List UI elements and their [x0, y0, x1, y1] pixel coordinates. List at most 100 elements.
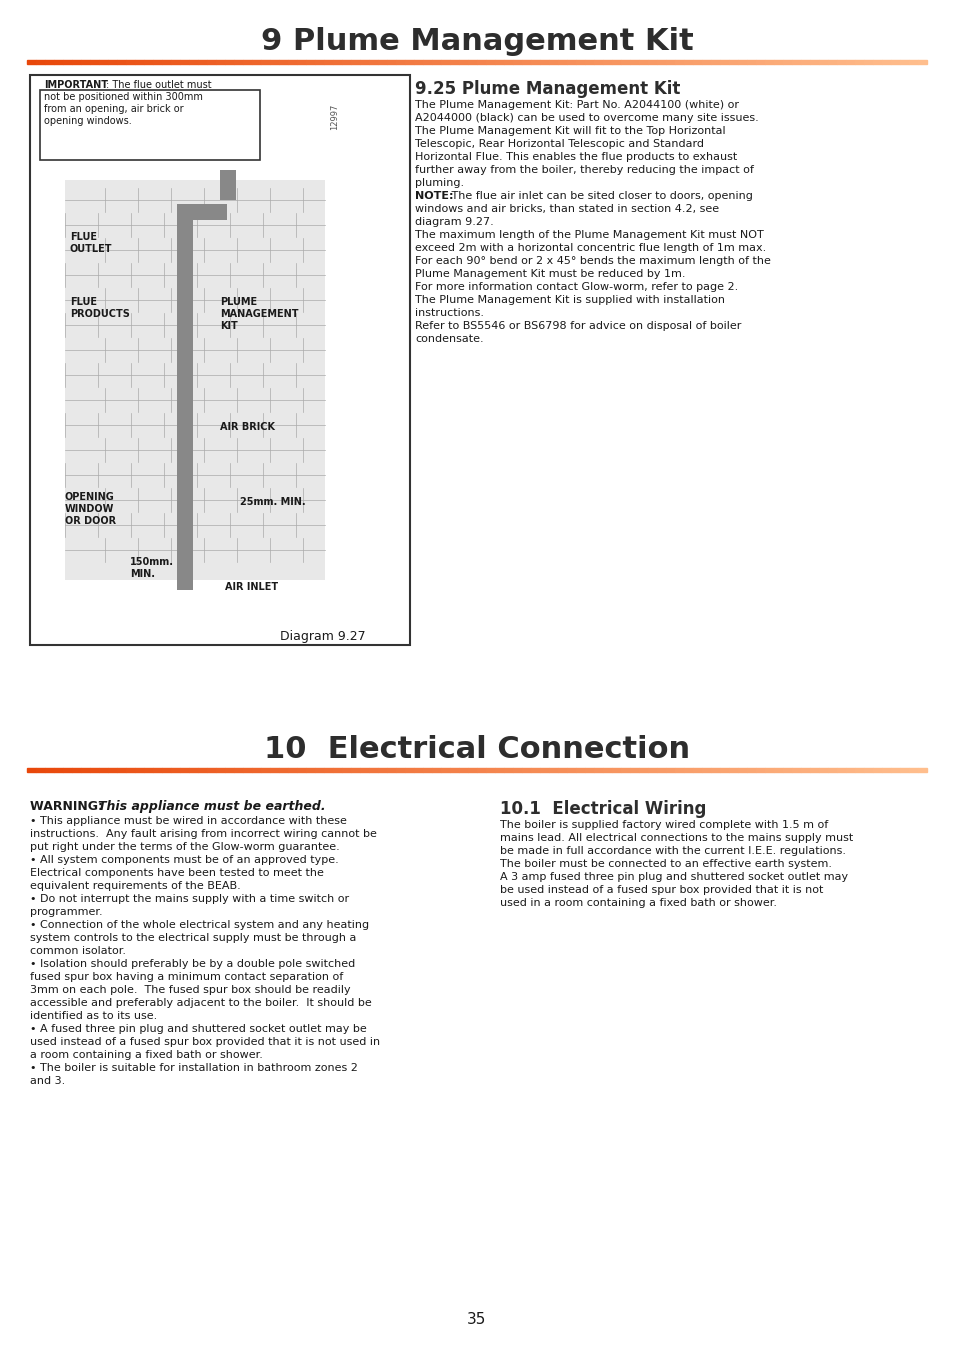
Bar — [503, 59, 513, 63]
Text: 9.25 Plume Management Kit: 9.25 Plume Management Kit — [415, 80, 679, 99]
Bar — [836, 59, 845, 63]
Text: instructions.  Any fault arising from incorrect wiring cannot be: instructions. Any fault arising from inc… — [30, 829, 376, 838]
Bar — [351, 768, 360, 772]
Bar — [144, 768, 153, 772]
Bar — [531, 59, 540, 63]
Bar — [351, 59, 360, 63]
Text: and 3.: and 3. — [30, 1076, 65, 1085]
Bar — [81, 768, 91, 772]
Bar — [233, 59, 243, 63]
Bar — [152, 59, 162, 63]
Bar — [359, 768, 369, 772]
Bar — [558, 59, 567, 63]
Text: • Do not interrupt the mains supply with a time switch or: • Do not interrupt the mains supply with… — [30, 894, 349, 904]
Text: A 3 amp fused three pin plug and shuttered socket outlet may: A 3 amp fused three pin plug and shutter… — [499, 872, 847, 882]
Bar — [440, 768, 450, 772]
Bar — [746, 768, 756, 772]
Text: AIR BRICK: AIR BRICK — [220, 423, 274, 432]
Bar — [288, 768, 297, 772]
Bar — [854, 768, 863, 772]
Bar — [450, 59, 459, 63]
Bar — [720, 59, 729, 63]
Bar — [764, 768, 774, 772]
Bar — [683, 768, 693, 772]
Bar — [531, 768, 540, 772]
Bar — [612, 59, 620, 63]
Bar — [845, 768, 855, 772]
Bar — [854, 59, 863, 63]
Bar — [270, 59, 279, 63]
Text: The boiler must be connected to an effective earth system.: The boiler must be connected to an effec… — [499, 859, 831, 869]
Bar — [36, 59, 46, 63]
Bar — [584, 59, 594, 63]
Text: The maximum length of the Plume Management Kit must NOT: The maximum length of the Plume Manageme… — [415, 230, 763, 240]
Text: • Connection of the whole electrical system and any heating: • Connection of the whole electrical sys… — [30, 919, 369, 930]
Bar — [728, 768, 738, 772]
Bar — [845, 59, 855, 63]
Text: OR DOOR: OR DOOR — [65, 516, 116, 526]
Bar — [261, 59, 271, 63]
Bar — [422, 768, 432, 772]
Bar — [252, 768, 261, 772]
Bar — [558, 768, 567, 772]
Text: 150mm.: 150mm. — [130, 558, 173, 567]
Bar — [30, 76, 410, 645]
Bar — [602, 59, 612, 63]
Bar — [207, 768, 216, 772]
Bar — [414, 59, 423, 63]
Bar — [296, 59, 306, 63]
Bar — [296, 768, 306, 772]
Bar — [225, 59, 234, 63]
Bar — [180, 59, 190, 63]
Text: equivalent requirements of the BEAB.: equivalent requirements of the BEAB. — [30, 882, 240, 891]
Bar — [692, 768, 701, 772]
Text: FLUE: FLUE — [70, 297, 97, 306]
Bar — [863, 768, 873, 772]
Bar — [135, 768, 144, 772]
Bar — [162, 768, 172, 772]
Bar — [755, 59, 764, 63]
Text: Diagram 9.27: Diagram 9.27 — [280, 630, 365, 643]
Text: 9 Plume Management Kit: 9 Plume Management Kit — [260, 27, 693, 57]
Text: used in a room containing a fixed bath or shower.: used in a room containing a fixed bath o… — [499, 898, 776, 909]
Bar — [387, 768, 396, 772]
Bar — [485, 59, 495, 63]
Text: 3mm on each pole.  The fused spur box should be readily: 3mm on each pole. The fused spur box sho… — [30, 986, 351, 995]
Bar — [657, 59, 666, 63]
Bar — [71, 59, 81, 63]
Bar — [801, 768, 810, 772]
Bar — [189, 768, 198, 772]
Bar — [144, 59, 153, 63]
Text: 10.1  Electrical Wiring: 10.1 Electrical Wiring — [499, 801, 705, 818]
Text: pluming.: pluming. — [415, 178, 464, 188]
Bar — [566, 768, 576, 772]
Bar — [503, 768, 513, 772]
Text: WARNING:: WARNING: — [30, 801, 108, 813]
Bar — [180, 768, 190, 772]
Text: IMPORTANT: IMPORTANT — [44, 80, 108, 90]
Bar — [657, 768, 666, 772]
Bar — [594, 59, 603, 63]
Bar — [917, 768, 926, 772]
Text: mains lead. All electrical connections to the mains supply must: mains lead. All electrical connections t… — [499, 833, 852, 842]
Bar — [215, 768, 225, 772]
Bar — [395, 768, 405, 772]
Text: 25mm. MIN.: 25mm. MIN. — [240, 497, 305, 508]
Text: PRODUCTS: PRODUCTS — [70, 309, 130, 319]
Bar — [306, 59, 315, 63]
Bar — [738, 768, 747, 772]
Bar — [548, 768, 558, 772]
Bar — [333, 59, 342, 63]
Bar — [513, 768, 522, 772]
Bar — [827, 768, 837, 772]
Text: The boiler is supplied factory wired complete with 1.5 m of: The boiler is supplied factory wired com… — [499, 819, 827, 830]
Text: from an opening, air brick or: from an opening, air brick or — [44, 104, 183, 113]
Bar — [36, 768, 46, 772]
Text: further away from the boiler, thereby reducing the impact of: further away from the boiler, thereby re… — [415, 165, 753, 176]
Text: 35: 35 — [467, 1312, 486, 1327]
Bar — [432, 768, 441, 772]
Bar — [791, 59, 801, 63]
Bar — [171, 768, 180, 772]
Bar — [882, 768, 890, 772]
Text: WINDOW: WINDOW — [65, 504, 114, 514]
